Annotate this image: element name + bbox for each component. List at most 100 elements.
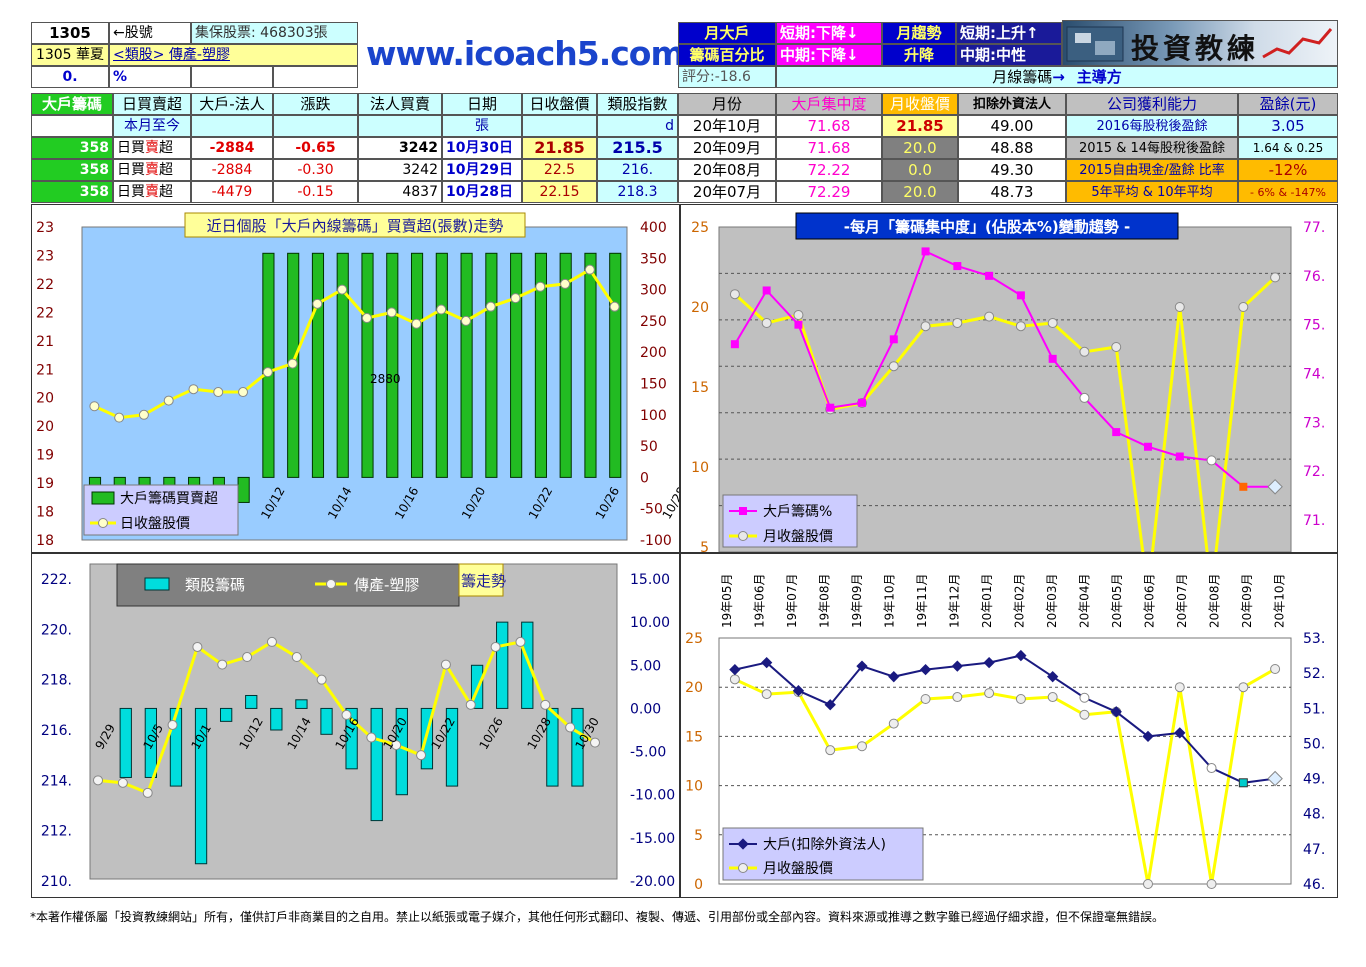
- chart3-index-point: [341, 709, 352, 720]
- chart2-price-point: [920, 321, 931, 332]
- chart1-bar: [410, 252, 424, 478]
- code-hint: ←股號: [109, 22, 191, 44]
- chart4-holder-point: [1206, 763, 1217, 774]
- chart2-right-tick: 72.: [1303, 464, 1325, 480]
- category-link[interactable]: <類股> 傳產-塑膠: [109, 44, 358, 66]
- chart2-chip-point: [953, 262, 962, 271]
- right-row-cell: 1.64 & 0.25: [1238, 137, 1338, 159]
- right-row-cell: 72.22: [776, 159, 882, 181]
- short-term-up: 短期:上升↑: [956, 22, 1062, 44]
- chart1-price-point: [460, 315, 471, 326]
- chart2-panel: 25 20 15 10 5 77. 76. 75. 74. 73. 72. 71. -每月「籌碼集中度」…: [680, 204, 1338, 597]
- chart3-right-tick: 10.00: [630, 615, 670, 631]
- chart1-left-tick: 21: [36, 334, 54, 350]
- left-row-cell: 215.5: [597, 137, 678, 159]
- chart4-left-tick: 20: [685, 680, 703, 696]
- chart4-price-line: [734, 667, 1276, 885]
- chart1-left-tick: 23: [36, 248, 54, 264]
- right-row-cell: 48.88: [958, 137, 1066, 159]
- chart4-right-tick: 47.: [1303, 842, 1325, 858]
- chart2-chip-point: [1206, 455, 1217, 466]
- stock-code[interactable]: 1305: [31, 22, 109, 44]
- chart4-holder-line: [734, 654, 1276, 784]
- chart2-chip-point: [858, 398, 866, 407]
- chart1-bar: [510, 252, 523, 478]
- chart3-legend-line-marker: [326, 579, 336, 589]
- chart4-holder-point: [1238, 778, 1248, 788]
- chart4-price-point: [1174, 682, 1185, 693]
- right-row-cell: 20.0: [882, 181, 958, 203]
- monthly-chip-row: 月線籌碼 → 主導方: [776, 66, 1338, 88]
- empty-cell: [273, 66, 358, 88]
- chart1-price-point: [287, 358, 298, 369]
- chart2-chip-point: [1144, 442, 1152, 451]
- right-row-cell: 20.0: [882, 137, 958, 159]
- website-link[interactable]: www.icoach5.com: [366, 34, 685, 73]
- chart3-index-point: [217, 659, 228, 670]
- chart1-right-tick: 200: [640, 345, 667, 361]
- chart3-legend-bar-label: 類股籌碼: [185, 576, 245, 594]
- left-subheader-cell: 本月至今: [113, 115, 191, 137]
- chart1-price-point: [262, 367, 273, 378]
- chart1-bar: [485, 252, 498, 478]
- chart4-left-tick: 0: [694, 877, 703, 893]
- short-term-down: 短期:下降↓: [776, 22, 882, 44]
- left-row-cell: 日買賣超: [113, 159, 191, 181]
- chart4-month-label: 19年12月: [948, 573, 962, 628]
- chart4-legend-price-marker: [738, 863, 748, 873]
- chart4-price-point: [1270, 663, 1281, 674]
- chart4-price-point: [1206, 879, 1217, 889]
- custody-shares: 集保股票: 468303張: [191, 22, 358, 44]
- chart1-price-point: [510, 293, 521, 304]
- chart1-right-tick: 100: [640, 408, 667, 424]
- chart3-bar: [571, 707, 584, 787]
- chart4-holder-point: [1015, 649, 1027, 662]
- chart3-bar: [270, 707, 283, 731]
- chart1-price-point: [163, 395, 174, 406]
- left-header-cell: 日期: [442, 93, 522, 115]
- chart3-right-tick: -20.00: [630, 874, 675, 890]
- chart4-left-tick: 5: [694, 828, 703, 844]
- chart1-price-point: [584, 264, 595, 275]
- chart4-right-tick: 51.: [1303, 701, 1325, 717]
- chart1-left-tick: 23: [36, 220, 54, 236]
- chart4-price-point: [888, 718, 899, 729]
- left-header-cell: 大戶籌碼: [31, 93, 113, 115]
- chart2-chip-line: [734, 250, 1276, 488]
- chart3-left-tick: 214.: [41, 773, 72, 789]
- chart1-legend-bar-swatch: [91, 491, 115, 505]
- chart3-bar: [169, 707, 183, 787]
- left-row-cell: -2884: [191, 159, 273, 181]
- left-row-cell: 22.15: [522, 181, 597, 203]
- chart4-holder-point: [919, 663, 932, 676]
- chart3-legend-line-label: 傳產-塑膠: [354, 576, 419, 594]
- chart1-bar: [336, 252, 349, 478]
- left-row-cell: 358: [31, 181, 113, 203]
- chart1-right-tick: 150: [640, 377, 667, 393]
- chart4-left-tick: 15: [685, 729, 703, 745]
- chart2-right-tick: 75.: [1303, 318, 1325, 334]
- chart4-price-point: [761, 689, 772, 700]
- right-header-cell: 公司獲利能力: [1066, 93, 1238, 115]
- chart1-bar: [534, 252, 547, 478]
- right-row-cell: 49.00: [958, 115, 1066, 137]
- chart1-right-tick: -50: [640, 502, 663, 518]
- chart3-bar: [219, 707, 233, 722]
- chart2-chip-point: [1048, 354, 1057, 363]
- chart4-month-label: 20年07月: [1175, 573, 1189, 628]
- chart1-price-point: [386, 307, 397, 318]
- chart1-right-tick: 250: [640, 314, 667, 330]
- chart4-price-point: [729, 674, 740, 685]
- right-row-cell: 21.85: [882, 115, 958, 137]
- chart3-index-point: [117, 777, 128, 788]
- chart2-price-point: [1111, 342, 1122, 352]
- chart1-title-box: [184, 212, 526, 238]
- chart4-holder-point: [951, 660, 963, 672]
- left-header-cell: 類股指數: [597, 93, 678, 115]
- chart4-panel: 19年05月 19年06月 19年07月 19年08月 19年09月 19年10月 19年1…: [680, 553, 1338, 898]
- chart3-index-point: [515, 636, 526, 647]
- chart3-svg: 222. 220. 218. 216. 214. 212. 210. 15.00 10.00 5.…: [41, 563, 675, 890]
- mid-term-neutral: 中期:中性: [956, 44, 1062, 66]
- chart1-price-point: [609, 301, 620, 312]
- chart3-index-point: [565, 722, 576, 733]
